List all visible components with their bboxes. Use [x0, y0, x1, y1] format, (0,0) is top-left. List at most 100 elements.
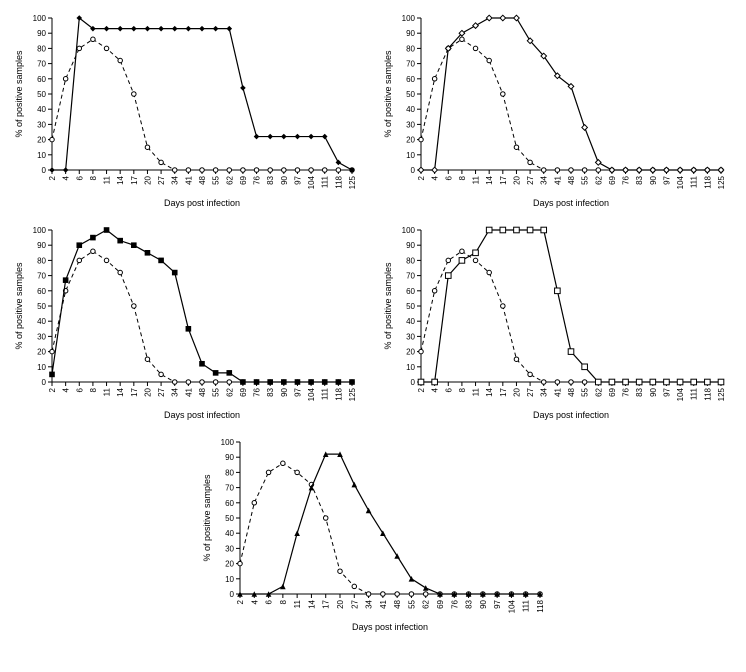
svg-text:48: 48: [567, 387, 576, 396]
y-axis-label: % of positive samples: [14, 262, 24, 350]
svg-text:11: 11: [472, 387, 481, 396]
svg-text:27: 27: [526, 175, 535, 184]
svg-text:20: 20: [37, 348, 46, 357]
svg-text:76: 76: [253, 175, 262, 184]
svg-text:17: 17: [130, 175, 139, 184]
svg-text:100: 100: [33, 226, 47, 235]
svg-text:62: 62: [594, 175, 603, 184]
svg-text:0: 0: [230, 590, 235, 599]
svg-text:34: 34: [540, 175, 549, 184]
svg-text:90: 90: [649, 175, 658, 184]
svg-text:125: 125: [717, 175, 726, 189]
svg-text:100: 100: [402, 226, 416, 235]
svg-text:30: 30: [225, 544, 234, 553]
svg-text:14: 14: [485, 387, 494, 396]
svg-text:14: 14: [485, 175, 494, 184]
svg-text:48: 48: [198, 387, 207, 396]
panel-mid-left: 0102030405060708090100246811141720273441…: [10, 222, 367, 422]
svg-text:41: 41: [553, 175, 562, 184]
svg-text:97: 97: [662, 175, 671, 184]
svg-text:11: 11: [472, 175, 481, 184]
svg-text:20: 20: [143, 175, 152, 184]
svg-text:2: 2: [417, 387, 426, 392]
svg-text:100: 100: [402, 14, 416, 23]
svg-text:17: 17: [322, 599, 331, 608]
svg-text:6: 6: [75, 387, 84, 392]
svg-text:6: 6: [75, 175, 84, 180]
svg-text:83: 83: [635, 175, 644, 184]
svg-text:50: 50: [225, 514, 234, 523]
svg-text:0: 0: [42, 166, 47, 175]
svg-text:10: 10: [37, 363, 46, 372]
svg-text:60: 60: [225, 499, 234, 508]
svg-text:40: 40: [225, 529, 234, 538]
svg-text:62: 62: [594, 387, 603, 396]
y-axis-label: % of positive samples: [202, 474, 212, 562]
svg-text:20: 20: [37, 136, 46, 145]
svg-text:100: 100: [33, 14, 47, 23]
svg-text:27: 27: [157, 175, 166, 184]
svg-text:60: 60: [37, 75, 46, 84]
svg-text:118: 118: [334, 387, 343, 400]
svg-text:62: 62: [422, 599, 431, 608]
svg-text:111: 111: [522, 599, 531, 612]
svg-text:14: 14: [116, 175, 125, 184]
svg-text:104: 104: [307, 175, 316, 189]
svg-text:55: 55: [407, 599, 416, 608]
svg-text:69: 69: [436, 599, 445, 608]
y-axis-label: % of positive samples: [14, 50, 24, 138]
svg-text:76: 76: [450, 599, 459, 608]
svg-text:41: 41: [184, 387, 193, 396]
svg-text:50: 50: [37, 302, 46, 311]
svg-text:104: 104: [676, 387, 685, 401]
svg-text:0: 0: [411, 166, 416, 175]
svg-text:41: 41: [184, 175, 193, 184]
svg-text:41: 41: [553, 387, 562, 396]
svg-text:48: 48: [393, 599, 402, 608]
x-axis-label: Days post infection: [164, 198, 240, 208]
svg-text:0: 0: [411, 378, 416, 387]
svg-text:125: 125: [348, 387, 357, 401]
x-axis-label: Days post infection: [164, 410, 240, 420]
svg-text:118: 118: [703, 175, 712, 188]
svg-text:20: 20: [225, 560, 234, 569]
svg-text:34: 34: [171, 387, 180, 396]
svg-text:90: 90: [37, 241, 46, 250]
svg-text:27: 27: [526, 387, 535, 396]
svg-text:70: 70: [406, 272, 415, 281]
svg-text:34: 34: [365, 599, 374, 608]
x-axis-label: Days post infection: [533, 410, 609, 420]
svg-text:80: 80: [406, 44, 415, 53]
svg-text:83: 83: [266, 387, 275, 396]
svg-text:70: 70: [37, 60, 46, 69]
svg-text:34: 34: [171, 175, 180, 184]
svg-text:6: 6: [444, 387, 453, 392]
svg-text:40: 40: [37, 105, 46, 114]
svg-text:104: 104: [307, 387, 316, 401]
svg-text:10: 10: [406, 151, 415, 160]
svg-text:27: 27: [350, 599, 359, 608]
svg-text:2: 2: [48, 175, 57, 180]
svg-text:20: 20: [143, 387, 152, 396]
svg-text:8: 8: [458, 175, 467, 180]
svg-text:69: 69: [608, 387, 617, 396]
svg-text:8: 8: [279, 599, 288, 604]
svg-text:10: 10: [406, 363, 415, 372]
svg-text:80: 80: [37, 256, 46, 265]
svg-text:69: 69: [239, 387, 248, 396]
svg-text:83: 83: [266, 175, 275, 184]
svg-text:62: 62: [225, 175, 234, 184]
svg-text:111: 111: [690, 387, 699, 400]
svg-text:4: 4: [62, 175, 71, 180]
svg-text:76: 76: [622, 387, 631, 396]
x-axis-label: Days post infection: [533, 198, 609, 208]
svg-text:100: 100: [221, 438, 235, 447]
svg-text:14: 14: [307, 599, 316, 608]
svg-text:30: 30: [37, 120, 46, 129]
svg-text:8: 8: [89, 387, 98, 392]
svg-text:76: 76: [622, 175, 631, 184]
panel-mid-right: 0102030405060708090100246811141720273441…: [379, 222, 736, 422]
svg-text:0: 0: [42, 378, 47, 387]
svg-text:2: 2: [417, 175, 426, 180]
svg-text:50: 50: [37, 90, 46, 99]
